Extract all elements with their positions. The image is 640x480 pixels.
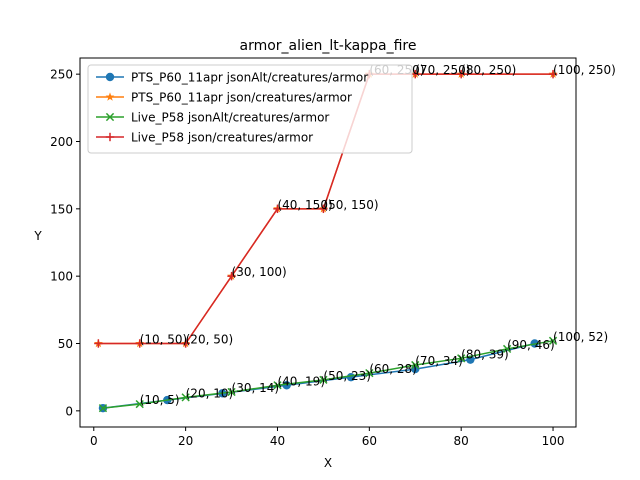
series-3-point [181, 393, 190, 402]
legend-label: Live_P58 json/creatures/armor [131, 131, 313, 145]
data-label: (70, 34) [415, 354, 463, 368]
y-tick-label: 50 [58, 337, 73, 351]
series-3-point [548, 336, 558, 345]
series-3-point-stroke-b [98, 404, 108, 413]
series-3 [98, 336, 558, 413]
data-label: (30, 14) [232, 381, 280, 395]
data-label: (80, 39) [461, 347, 509, 361]
y-tick-label: 0 [65, 404, 73, 418]
legend-label: PTS_P60_11apr jsonAlt/creatures/armor [131, 71, 368, 85]
series-3-point [98, 404, 108, 413]
series-3-point [319, 375, 328, 384]
series-3-point-stroke-b [457, 354, 466, 363]
series-3-point-stroke-b [548, 336, 558, 345]
series-4-point [273, 204, 282, 214]
series-1-point [282, 381, 291, 390]
plot-area: (10, 50)(20, 50) (30, 100) (40, 150)(50, 1… [94, 63, 616, 413]
data-label: (80, 250) [461, 63, 516, 77]
data-label: (100, 250) [553, 63, 616, 77]
data-label: (30, 100) [232, 265, 287, 279]
series-3-point-stroke-b [181, 393, 190, 402]
series-3-point [411, 360, 420, 370]
data-label: (50, 150) [323, 198, 378, 212]
series-3-point [273, 381, 282, 390]
series-3-point-stroke-b [135, 399, 144, 409]
series-3-point [502, 344, 512, 354]
x-axis: 0 20 40 60 80 100 [90, 427, 565, 448]
y-axis: 0 50 100 150 200 250 [50, 68, 80, 418]
x-tick-label: 80 [454, 434, 469, 448]
plot-frame [79, 57, 577, 428]
legend: PTS_P60_11apr jsonAlt/creatures/armor PTS… [87, 64, 413, 154]
series-4-point [548, 69, 558, 79]
legend-item-3: Live_P58 jsonAlt/creatures/armor [96, 111, 329, 125]
legend-item-2: PTS_P60_11apr json/creatures/armor [96, 91, 352, 105]
x-tick-label: 20 [178, 434, 193, 448]
y-tick-label: 150 [50, 202, 73, 216]
series-3-point-stroke-b [273, 381, 282, 390]
series-3-point [365, 369, 374, 378]
legend-label: Live_P58 jsonAlt/creatures/armor [131, 111, 329, 125]
series-4-point [181, 339, 190, 348]
y-axis-label: Y [33, 229, 42, 243]
legend-item-4: Live_P58 json/creatures/armor [96, 131, 313, 145]
data-label: (20, 50) [186, 333, 234, 347]
series-4-line [98, 73, 554, 345]
x-tick-label: 60 [362, 434, 377, 448]
y-tick-label: 100 [50, 270, 73, 284]
series-3-point-stroke-b [227, 387, 236, 397]
legend-swatch-marker [105, 112, 115, 122]
legend-swatch-marker [105, 72, 115, 82]
data-label: (70, 250) [415, 63, 470, 77]
x-axis-label: X [324, 456, 332, 470]
data-label: (10, 50) [140, 333, 188, 347]
series-4-point [227, 271, 236, 281]
series-3-point-stroke-b [319, 375, 328, 384]
series-4-point [319, 204, 328, 214]
series-3-point [135, 399, 144, 409]
data-label: (40, 150) [277, 198, 332, 212]
series-3-point [457, 354, 466, 363]
data-label: (60, 28) [369, 362, 417, 376]
legend-frame [87, 64, 413, 154]
series-4-point [456, 69, 466, 79]
chart-title: armor_alien_lt-kappa_fire [240, 38, 417, 54]
data-label: (40, 19) [277, 374, 325, 388]
series-3-point-stroke-b [411, 360, 420, 370]
series-3-point-stroke-b [502, 344, 512, 354]
series-4-point [94, 339, 103, 348]
y-tick-label: 250 [50, 68, 73, 82]
legend-swatch-marker-stroke-b [105, 112, 115, 122]
series-4-point [135, 339, 144, 348]
y-tick-label: 200 [50, 135, 73, 149]
legend-label: PTS_P60_11apr json/creatures/armor [131, 91, 352, 105]
legend-swatch-marker [105, 132, 115, 142]
data-label: (90, 46) [507, 338, 555, 352]
legend-swatch-marker [105, 92, 115, 101]
data-label: (20, 10) [186, 386, 234, 400]
data-label: (10, 5) [140, 393, 180, 407]
series-3-point-stroke-b [365, 369, 374, 378]
x-tick-label: 0 [90, 434, 98, 448]
data-label: (50, 23) [323, 369, 371, 383]
data-label: (100, 52) [553, 330, 608, 344]
x-tick-label: 100 [542, 434, 565, 448]
legend-item-1: PTS_P60_11apr jsonAlt/creatures/armor [96, 71, 368, 85]
series-3-point [227, 387, 236, 397]
x-tick-label: 40 [270, 434, 285, 448]
